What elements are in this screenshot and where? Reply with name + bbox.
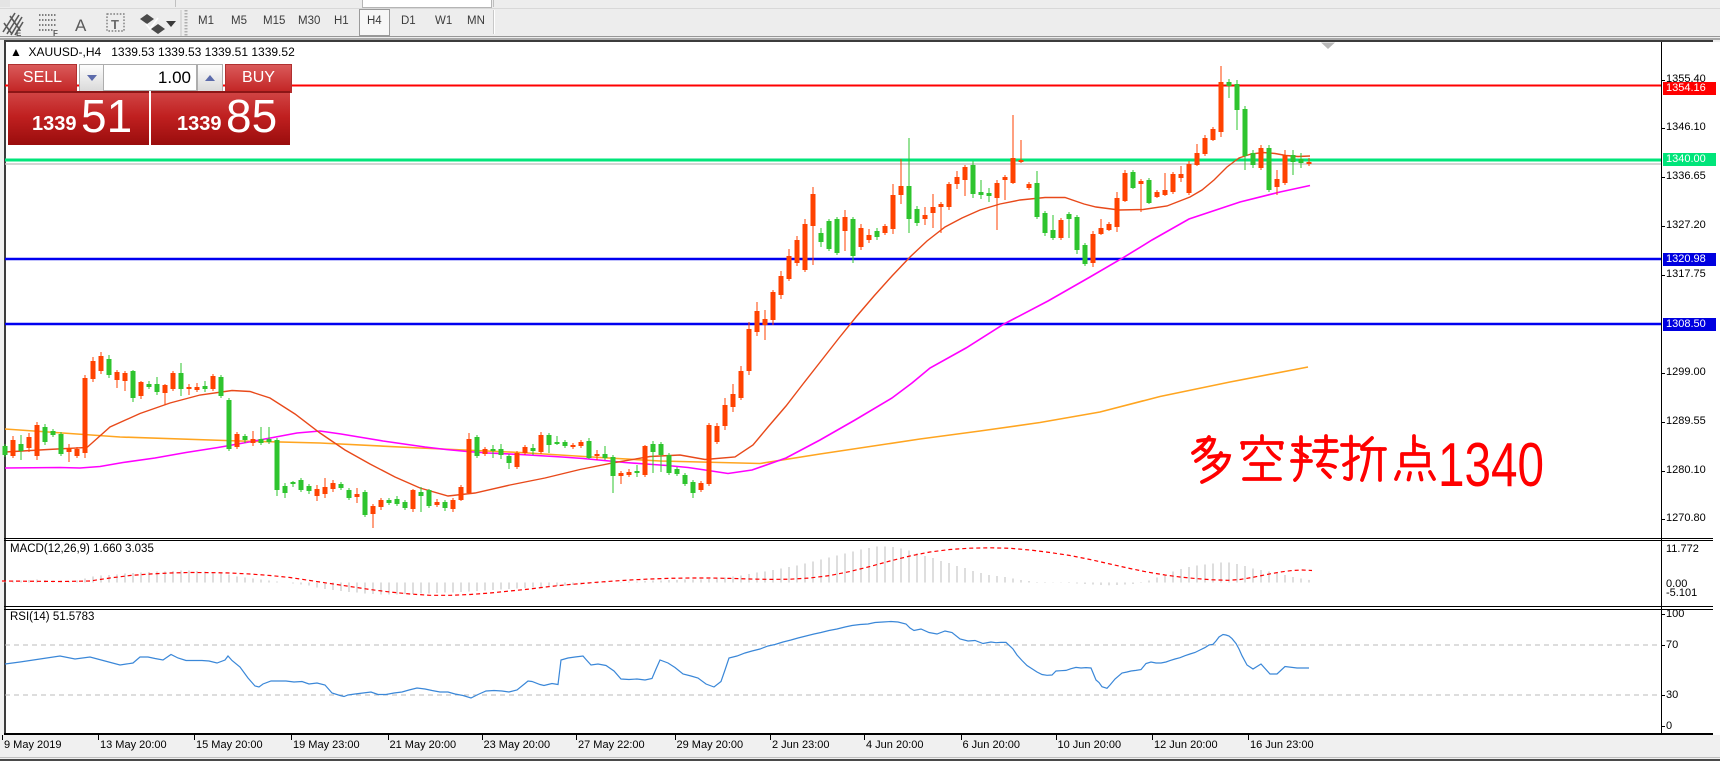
svg-text:E: E xyxy=(16,29,22,38)
svg-text:F: F xyxy=(53,29,58,38)
svg-text:1340: 1340 xyxy=(1438,431,1544,500)
svg-text:T: T xyxy=(111,17,119,32)
svg-text:A: A xyxy=(75,16,87,35)
